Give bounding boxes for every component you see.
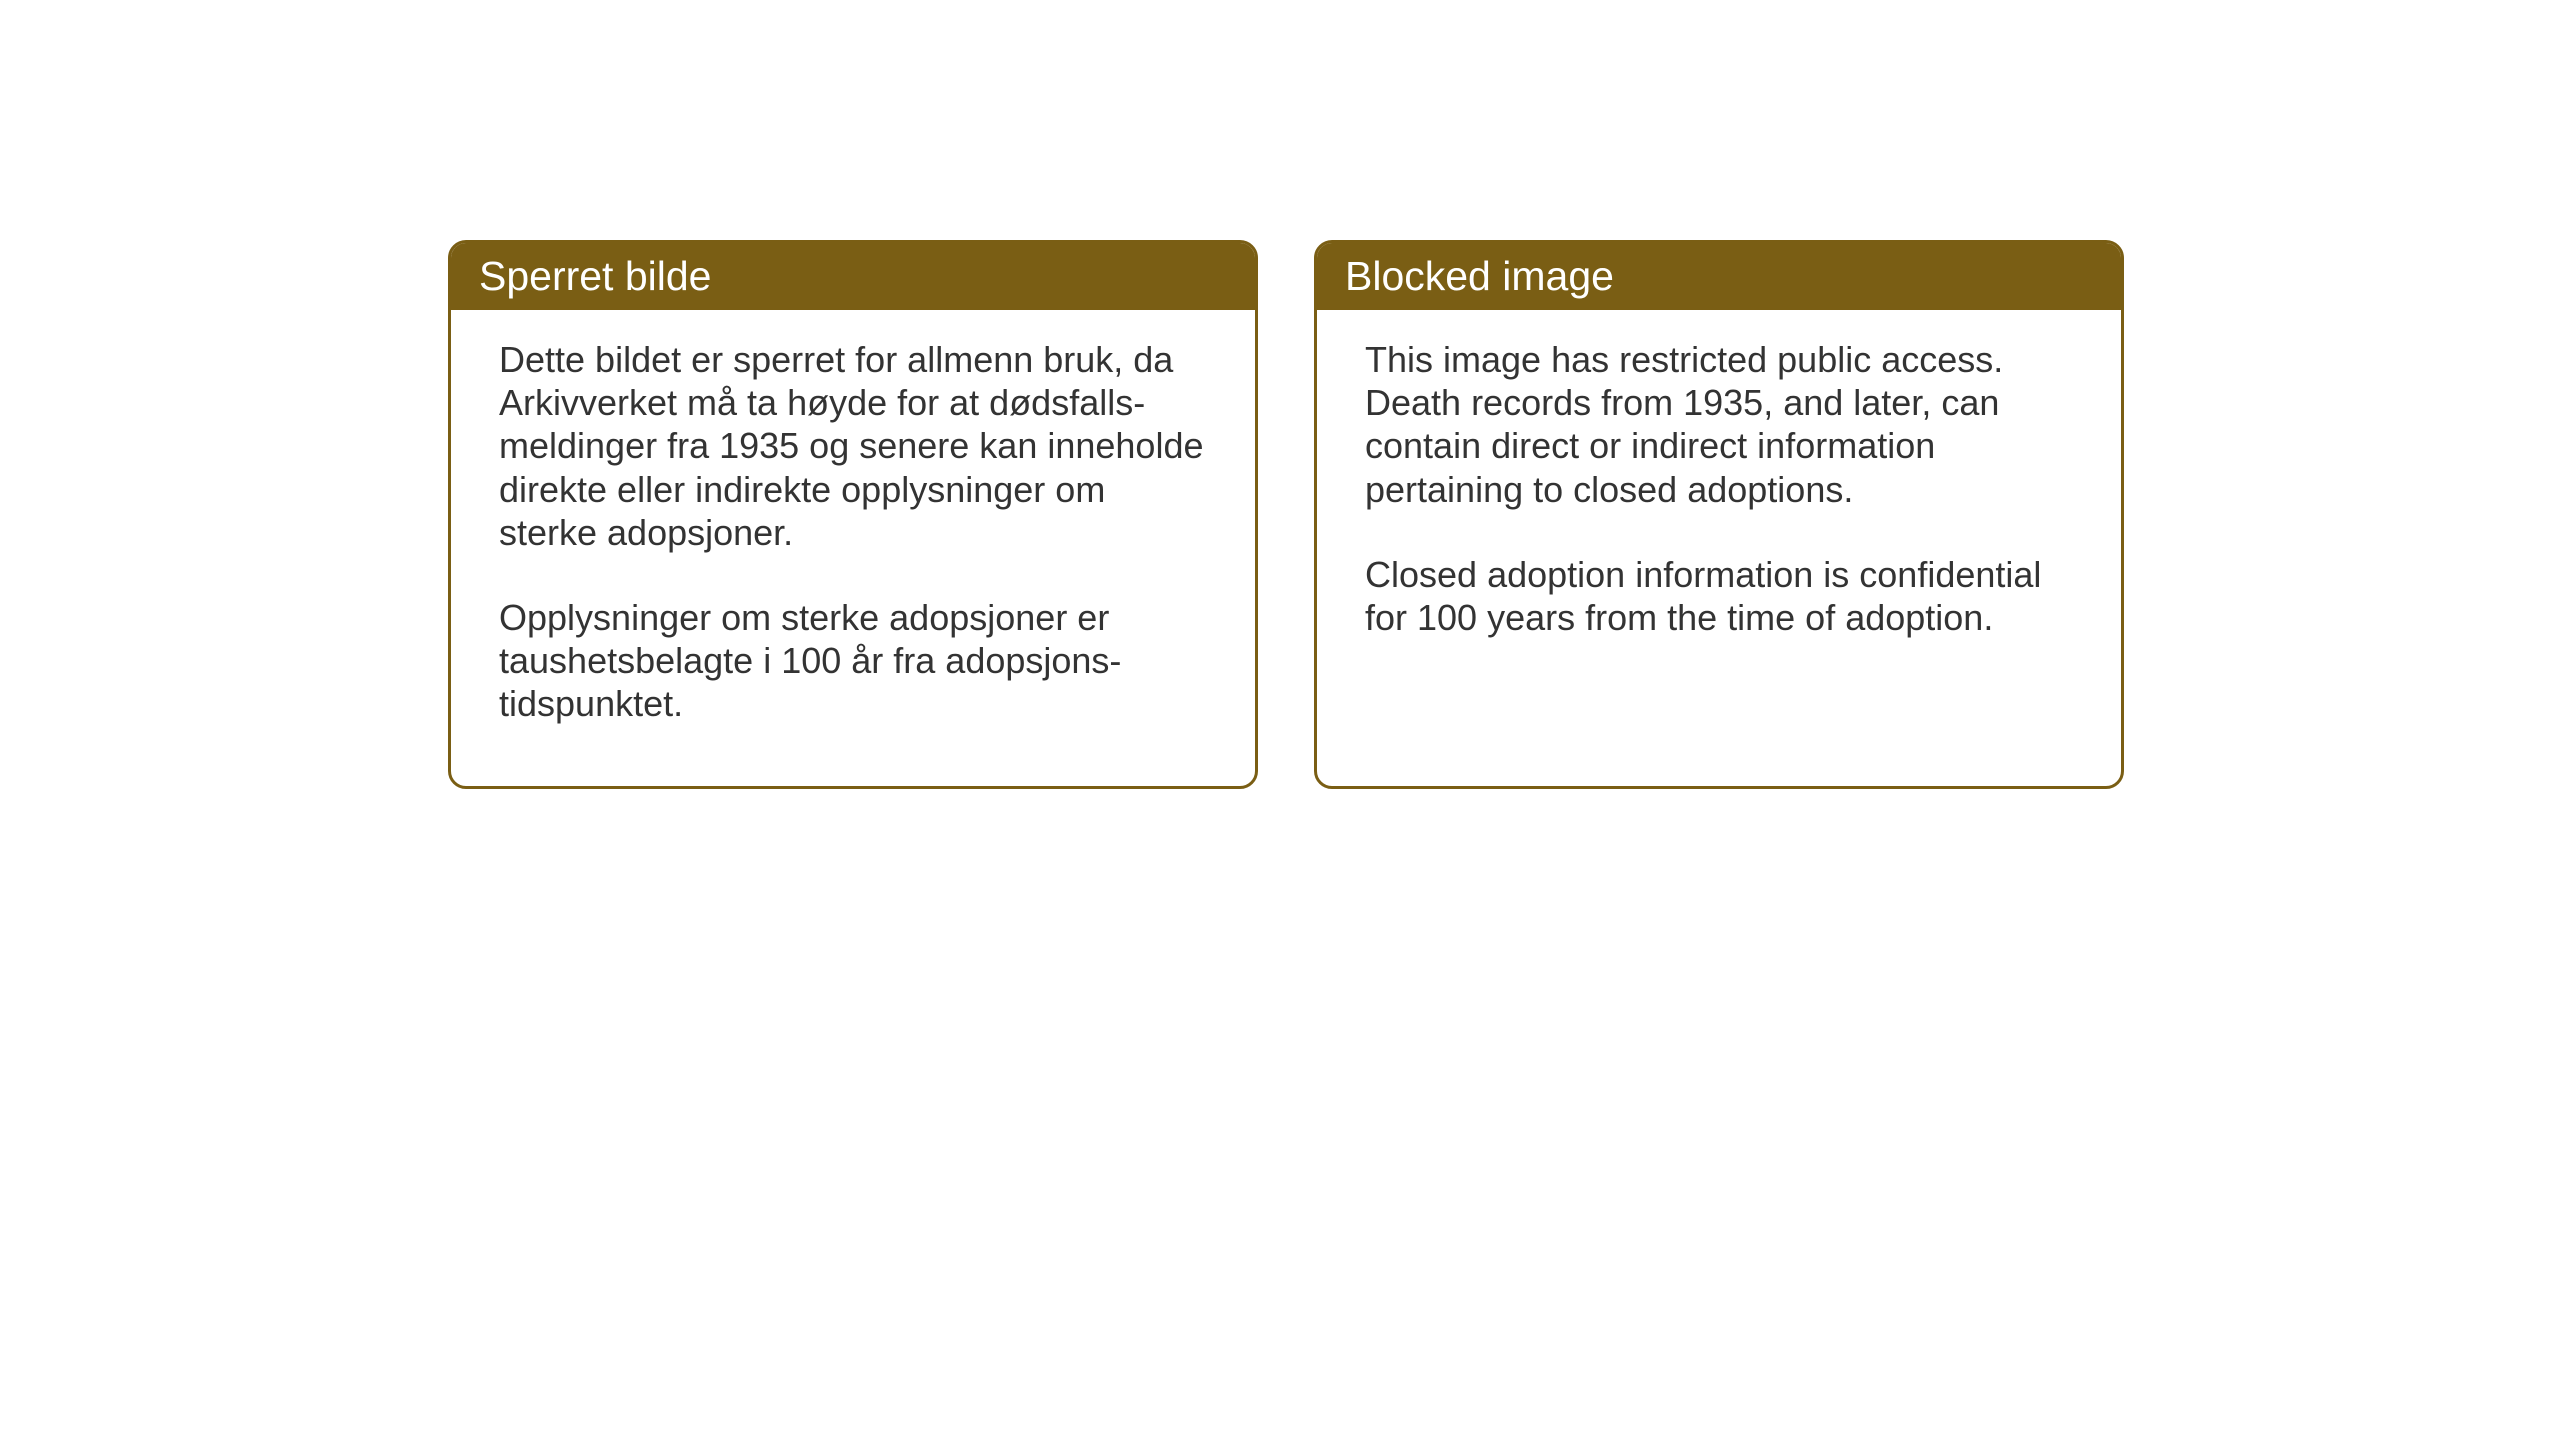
- norwegian-paragraph-1: Dette bildet er sperret for allmenn bruk…: [499, 338, 1207, 554]
- notice-container: Sperret bilde Dette bildet er sperret fo…: [448, 240, 2124, 789]
- norwegian-paragraph-2: Opplysninger om sterke adopsjoner er tau…: [499, 596, 1207, 726]
- english-notice-box: Blocked image This image has restricted …: [1314, 240, 2124, 789]
- english-paragraph-1: This image has restricted public access.…: [1365, 338, 2073, 511]
- norwegian-notice-title: Sperret bilde: [451, 243, 1255, 310]
- english-notice-body: This image has restricted public access.…: [1317, 310, 2121, 699]
- english-paragraph-2: Closed adoption information is confident…: [1365, 553, 2073, 639]
- english-notice-title: Blocked image: [1317, 243, 2121, 310]
- norwegian-notice-box: Sperret bilde Dette bildet er sperret fo…: [448, 240, 1258, 789]
- norwegian-notice-body: Dette bildet er sperret for allmenn bruk…: [451, 310, 1255, 786]
